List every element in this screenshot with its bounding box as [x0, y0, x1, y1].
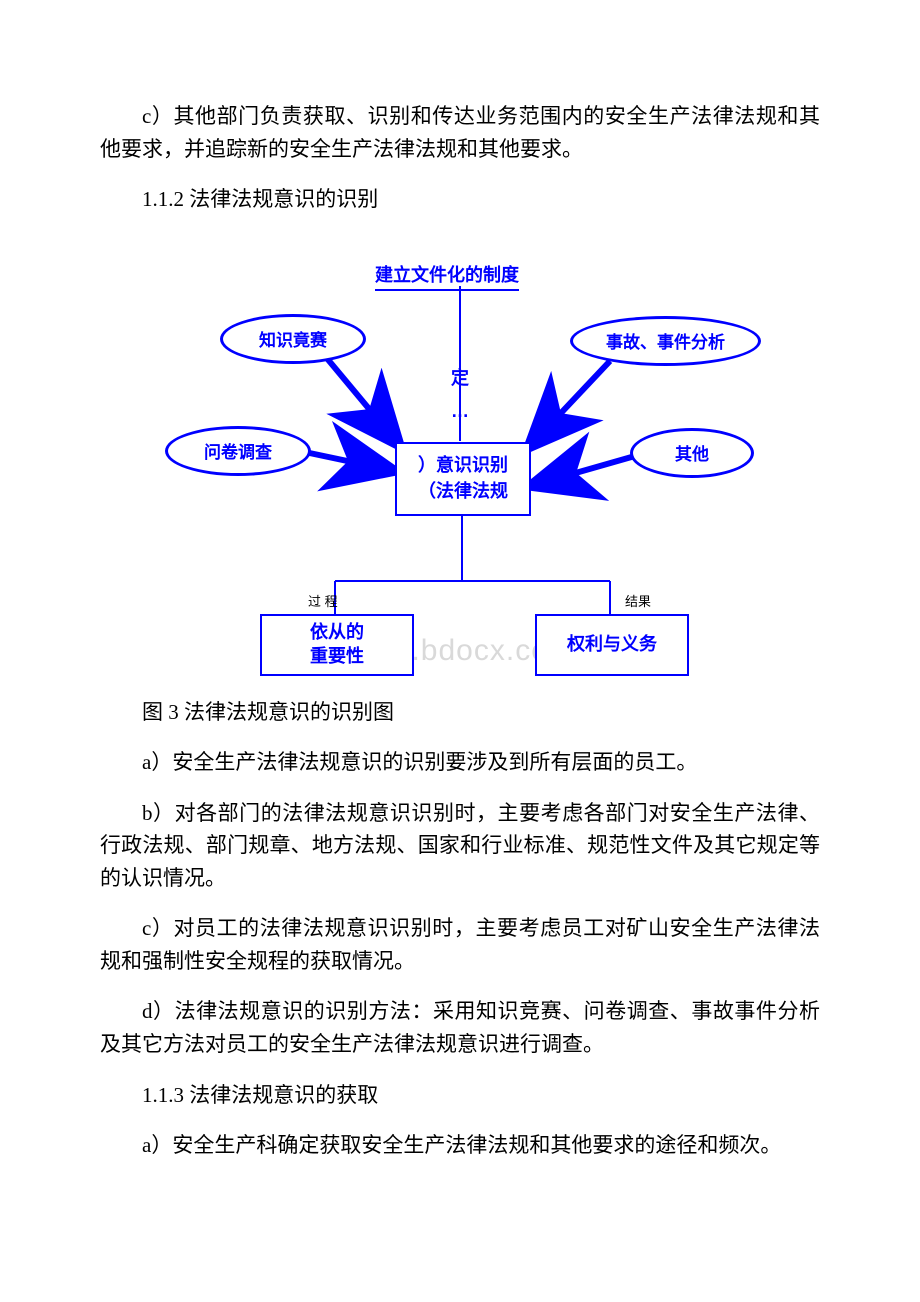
bottom-right-text: 权利与义务: [567, 633, 657, 656]
bottom-box-compliance: 依从的 重要性: [260, 614, 414, 676]
bottom-left-line1: 依从的: [310, 621, 364, 644]
center-box-awareness: ）意识识别 （法律法规: [395, 442, 531, 516]
paragraph-c: c）其他部门负责获取、识别和传达业务范围内的安全生产法律法规和其他要求，并追踪新…: [100, 100, 820, 165]
bottom-left-line2: 重要性: [310, 645, 364, 668]
paragraph-d: d）法律法规意识的识别方法：采用知识竞赛、问卷调查、事故事件分析及其它方法对员工…: [100, 995, 820, 1060]
diagram-mid-label-top: 定: [450, 364, 470, 390]
paragraph-c2: c）对员工的法律法规意识识别时，主要考虑员工对矿山安全生产法律法规和强制性安全规…: [100, 912, 820, 977]
ellipse-knowledge-contest: 知识竟赛: [220, 314, 366, 364]
diagram-top-text: 建立文件化的制度: [375, 261, 519, 291]
paragraph-a: a）安全生产法律法规意识的识别要涉及到所有层面的员工。: [100, 746, 820, 779]
ellipse-questionnaire: 问卷调查: [165, 426, 311, 476]
small-label-process: 过 程: [308, 591, 338, 610]
bottom-box-rights: 权利与义务: [535, 614, 689, 676]
heading-1-1-3: 1.1.3 法律法规意识的获取: [100, 1079, 820, 1112]
diagram-legal-awareness: www.bdocx.com: [150, 256, 770, 686]
center-line1: ）意识识别: [418, 453, 508, 478]
small-label-result: 结果: [625, 591, 651, 610]
paragraph-a2: a）安全生产科确定获取安全生产法律法规和其他要求的途径和频次。: [100, 1129, 820, 1162]
figure-caption: 图 3 法律法规意识的识别图: [100, 696, 820, 729]
center-line2: （法律法规: [418, 479, 508, 504]
heading-1-1-2: 1.1.2 法律法规意识的识别: [100, 183, 820, 216]
diagram-mid-label-bot: …: [450, 401, 470, 422]
paragraph-b: b）对各部门的法律法规意识识别时，主要考虑各部门对安全生产法律、行政法规、部门规…: [100, 797, 820, 895]
ellipse-other: 其他: [630, 428, 754, 478]
ellipse-accident-analysis: 事故、事件分析: [570, 316, 761, 366]
